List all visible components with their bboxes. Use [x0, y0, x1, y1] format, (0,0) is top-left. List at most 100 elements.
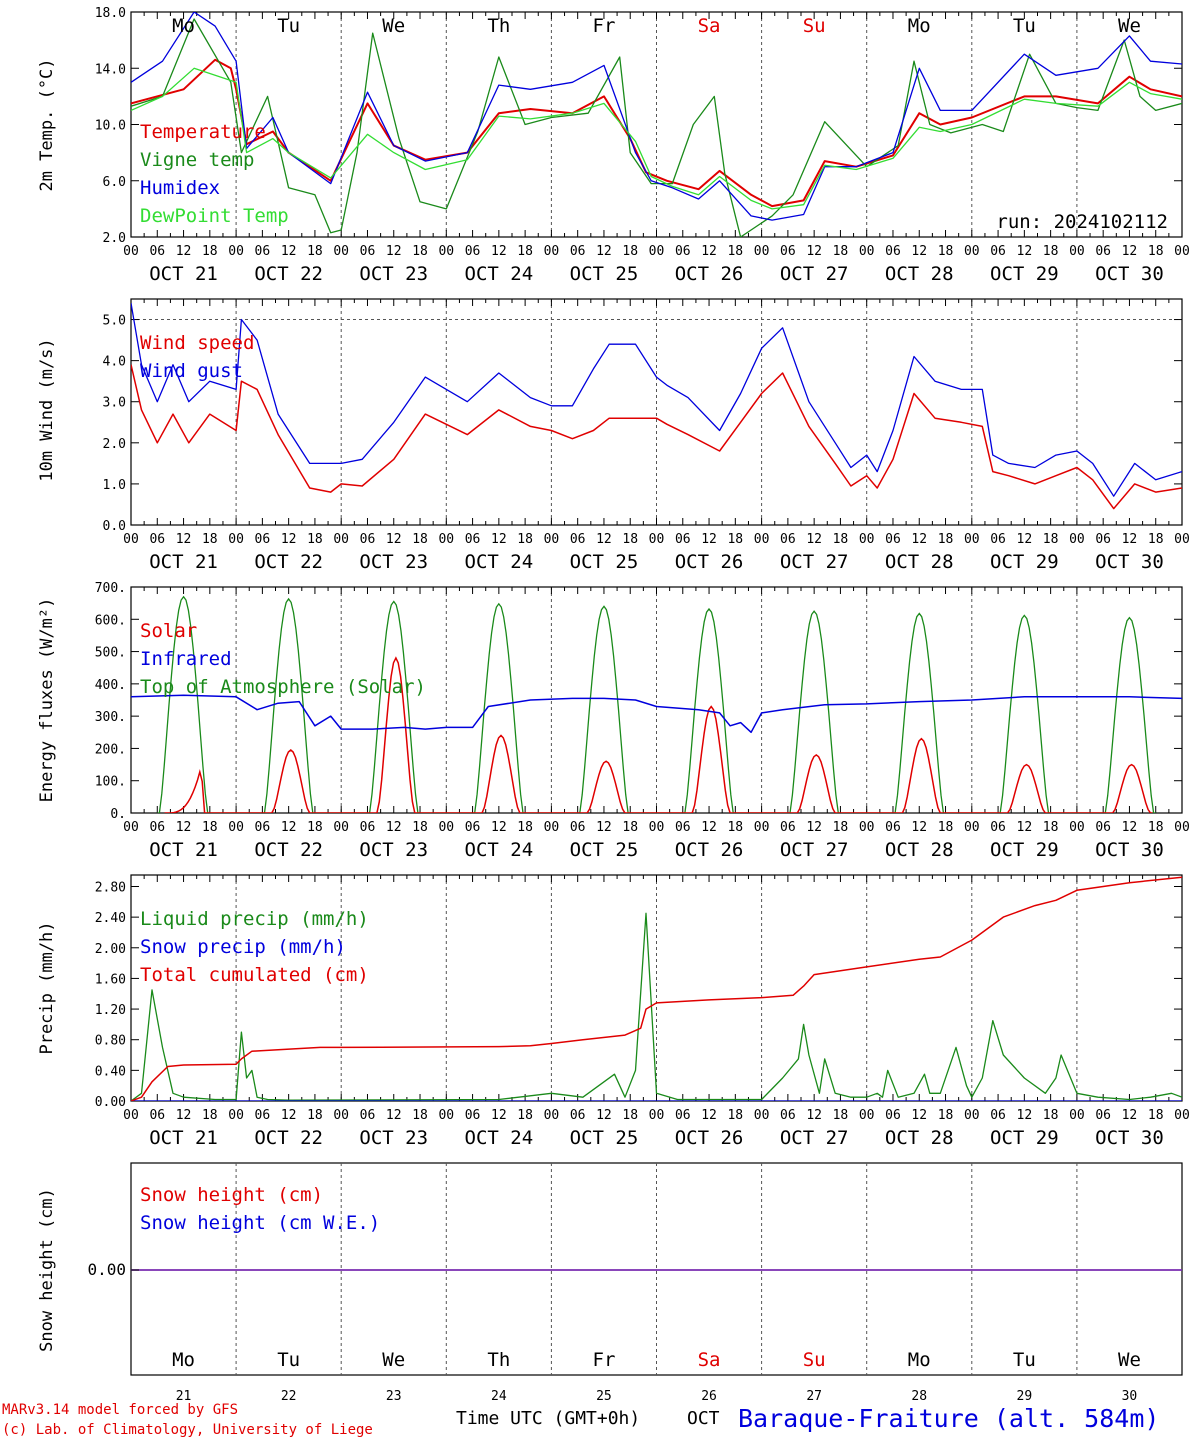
- day-name: Th: [487, 15, 510, 37]
- day-number: 27: [806, 1389, 822, 1404]
- hour-tick-label: 12: [1017, 1108, 1033, 1123]
- hour-tick-label: 06: [885, 820, 901, 835]
- date-label: OCT 30: [1095, 839, 1164, 861]
- date-label: OCT 27: [780, 839, 849, 861]
- hour-tick-label: 00: [859, 244, 875, 259]
- day-name: We: [382, 15, 405, 37]
- hour-tick-label: 18: [1148, 1108, 1164, 1123]
- hour-tick-label: 12: [176, 820, 192, 835]
- hour-tick-label: 12: [386, 244, 402, 259]
- hour-tick-label: 12: [911, 820, 927, 835]
- hour-tick-label: 12: [281, 820, 297, 835]
- hour-tick-label: 18: [1148, 820, 1164, 835]
- hour-tick-label: 06: [570, 1108, 586, 1123]
- date-label: OCT 25: [570, 551, 639, 573]
- hour-tick-label: 00: [544, 532, 560, 547]
- hour-tick-label: 06: [675, 1108, 691, 1123]
- hour-tick-label: 12: [386, 1108, 402, 1123]
- hour-tick-label: 12: [596, 244, 612, 259]
- y-tick-label: 500.: [95, 646, 126, 661]
- hour-tick-label: 00: [754, 532, 770, 547]
- hour-tick-label: 00: [964, 1108, 980, 1123]
- footer-axis-title: Time UTC (GMT+0h): [456, 1408, 640, 1429]
- series-line-dewpoint-temp: [131, 67, 1182, 210]
- hour-tick-label: 18: [938, 1108, 954, 1123]
- hour-tick-label: 18: [307, 244, 323, 259]
- date-label: OCT 29: [990, 263, 1059, 285]
- legend-entry: DewPoint Temp: [140, 205, 289, 227]
- hour-tick-label: 00: [544, 1108, 560, 1123]
- hour-tick-label: 12: [701, 1108, 717, 1123]
- hour-tick-label: 06: [675, 244, 691, 259]
- hour-tick-label: 00: [649, 820, 665, 835]
- day-number: 21: [176, 1389, 192, 1404]
- panel-5: 0.00 Snow height (cm) Snow height (cm W.E.…: [37, 1162, 1183, 1404]
- date-label: OCT 29: [990, 839, 1059, 861]
- hour-tick-label: 18: [517, 820, 533, 835]
- hour-tick-label: 18: [412, 244, 428, 259]
- hour-tick-label: 12: [806, 1108, 822, 1123]
- hour-tick-label: 12: [806, 244, 822, 259]
- hour-tick-label: 18: [202, 820, 218, 835]
- hour-tick-label: 00: [1174, 1108, 1190, 1123]
- y-tick-label: 2.0: [103, 231, 126, 246]
- series-line-wind-gust: [131, 302, 1182, 497]
- y-tick-label: 18.0: [95, 6, 126, 21]
- date-label: OCT 26: [675, 263, 744, 285]
- legend-entry: Snow height (cm): [140, 1184, 323, 1206]
- footer-month: OCT: [687, 1408, 720, 1429]
- hour-tick-label: 06: [465, 1108, 481, 1123]
- hour-tick-label: 12: [1122, 820, 1138, 835]
- hour-tick-label: 06: [149, 532, 165, 547]
- hour-tick-label: 00: [438, 820, 454, 835]
- hour-tick-label: 12: [386, 820, 402, 835]
- hour-tick-label: 18: [938, 244, 954, 259]
- hour-tick-label: 18: [727, 244, 743, 259]
- date-label: OCT 22: [254, 839, 323, 861]
- y-axis-label: Snow height (cm): [37, 1188, 57, 1352]
- day-name: Mo: [172, 15, 195, 37]
- date-label: OCT 28: [885, 551, 954, 573]
- day-name: Fr: [593, 1349, 616, 1371]
- day-name: Mo: [172, 1349, 195, 1371]
- y-tick-label: 2.40: [95, 911, 126, 926]
- hour-tick-label: 12: [911, 1108, 927, 1123]
- y-tick-label: 4.0: [103, 355, 126, 370]
- hour-tick-label: 18: [727, 820, 743, 835]
- day-name: Sa: [698, 1349, 721, 1371]
- hour-tick-label: 00: [333, 820, 349, 835]
- date-label: OCT 26: [675, 1127, 744, 1149]
- date-label: OCT 24: [465, 839, 534, 861]
- hour-tick-label: 18: [412, 532, 428, 547]
- hour-tick-label: 12: [176, 532, 192, 547]
- series-line-solar: [164, 656, 1153, 813]
- hour-tick-label: 18: [307, 820, 323, 835]
- hour-tick-label: 00: [123, 820, 139, 835]
- hour-tick-label: 06: [360, 532, 376, 547]
- hour-tick-label: 18: [833, 1108, 849, 1123]
- day-name: Su: [803, 15, 826, 37]
- y-tick-label: 10.0: [95, 119, 126, 134]
- date-label: OCT 27: [780, 263, 849, 285]
- hour-tick-label: 12: [596, 820, 612, 835]
- footer-credit: (c) Lab. of Climatology, University of L…: [2, 1422, 373, 1438]
- hour-tick-label: 06: [570, 820, 586, 835]
- y-tick-label: 6.0: [103, 175, 126, 190]
- hour-tick-label: 18: [412, 820, 428, 835]
- hour-tick-label: 00: [1174, 820, 1190, 835]
- y-tick-label: 400.: [95, 678, 126, 693]
- hour-tick-label: 12: [911, 244, 927, 259]
- series-line-liquid-precip-mm-h-: [131, 912, 1182, 1101]
- hour-tick-label: 06: [780, 244, 796, 259]
- day-name: Tu: [277, 1349, 300, 1371]
- day-name: Sa: [698, 15, 721, 37]
- hour-tick-label: 18: [307, 1108, 323, 1123]
- hour-tick-label: 12: [701, 820, 717, 835]
- plot-frame: [130, 11, 1183, 238]
- hour-tick-label: 12: [1017, 532, 1033, 547]
- hour-tick-label: 06: [149, 820, 165, 835]
- date-label: OCT 23: [359, 263, 428, 285]
- hour-tick-label: 12: [806, 820, 822, 835]
- hour-tick-label: 18: [1043, 1108, 1059, 1123]
